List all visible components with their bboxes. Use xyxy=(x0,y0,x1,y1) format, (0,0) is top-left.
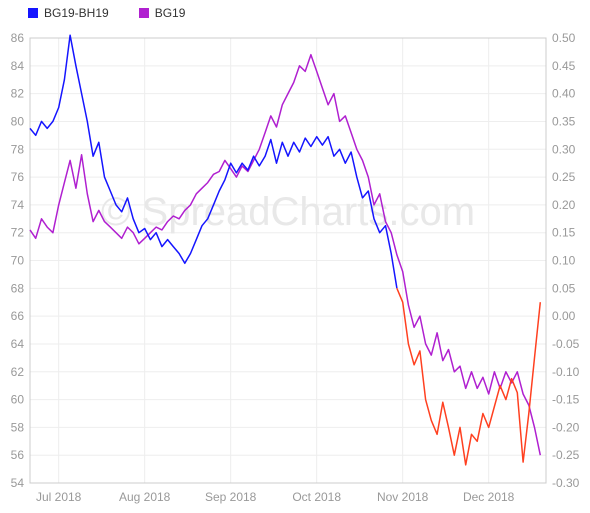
y-left-tick-label: 62 xyxy=(11,365,25,379)
y-right-tick-label: 0.40 xyxy=(552,87,576,101)
series-spread-line-main xyxy=(30,35,397,288)
y-right-tick-label: -0.05 xyxy=(552,337,580,351)
x-tick-label: Oct 2018 xyxy=(292,490,341,504)
y-left-tick-label: 60 xyxy=(11,393,25,407)
y-left-tick-label: 78 xyxy=(11,142,25,156)
legend-label-series1: BG19-BH19 xyxy=(44,6,109,20)
chart-svg: 54 56 58 60 62 64 66 68 70 72 74 76 78 80 82 84 86 -0.30 -… xyxy=(0,26,590,513)
y-right-tick-label: 0.50 xyxy=(552,31,576,45)
y-right-tick-label: -0.30 xyxy=(552,476,580,490)
y-right-tick-label: 0.10 xyxy=(552,254,576,268)
y-left-tick-label: 80 xyxy=(11,114,25,128)
legend-swatch-series1 xyxy=(28,8,38,18)
y-left-tick-label: 70 xyxy=(11,254,25,268)
series-bg19-line xyxy=(30,55,540,456)
legend-label-series2: BG19 xyxy=(155,6,186,20)
y-right-tick-label: 0.25 xyxy=(552,170,576,184)
y-left-tick-label: 54 xyxy=(11,476,25,490)
legend-item-series1: BG19-BH19 xyxy=(28,6,109,20)
y-right-tick-label: -0.25 xyxy=(552,448,580,462)
y-left-tick-label: 66 xyxy=(11,309,25,323)
y-left-tick-label: 74 xyxy=(11,198,25,212)
legend-swatch-series2 xyxy=(139,8,149,18)
y-right-tick-label: 0.05 xyxy=(552,281,576,295)
y-left-tick-label: 72 xyxy=(11,226,25,240)
x-tick-label: Sep 2018 xyxy=(205,490,257,504)
y-left-tick-label: 82 xyxy=(11,87,25,101)
x-tick-label: Jul 2018 xyxy=(36,490,82,504)
y-left-tick-label: 58 xyxy=(11,420,25,434)
y-right-tick-label: 0.45 xyxy=(552,59,576,73)
y-right-tick-label: 0.00 xyxy=(552,309,576,323)
y-right-tick-label: 0.30 xyxy=(552,142,576,156)
x-tick-label: Nov 2018 xyxy=(377,490,429,504)
chart-container: BG19-BH19 BG19 54 56 58 60 62 64 66 68 70 72 74 76 7… xyxy=(0,0,590,513)
y-left-tick-label: 64 xyxy=(11,337,25,351)
legend-item-series2: BG19 xyxy=(139,6,186,20)
y-left-tick-label: 86 xyxy=(11,31,25,45)
y-left-tick-label: 56 xyxy=(11,448,25,462)
y-right-tick-label: -0.15 xyxy=(552,393,580,407)
y-left-tick-label: 76 xyxy=(11,170,25,184)
y-right-tick-label: 0.20 xyxy=(552,198,576,212)
y-left-tick-label: 68 xyxy=(11,281,25,295)
legend: BG19-BH19 BG19 xyxy=(28,6,185,20)
x-tick-label: Dec 2018 xyxy=(463,490,515,504)
y-right-tick-label: -0.20 xyxy=(552,420,580,434)
y-right-tick-label: 0.35 xyxy=(552,114,576,128)
x-tick-label: Aug 2018 xyxy=(119,490,171,504)
y-right-tick-label: -0.10 xyxy=(552,365,580,379)
y-left-tick-label: 84 xyxy=(11,59,25,73)
y-right-tick-label: 0.15 xyxy=(552,226,576,240)
